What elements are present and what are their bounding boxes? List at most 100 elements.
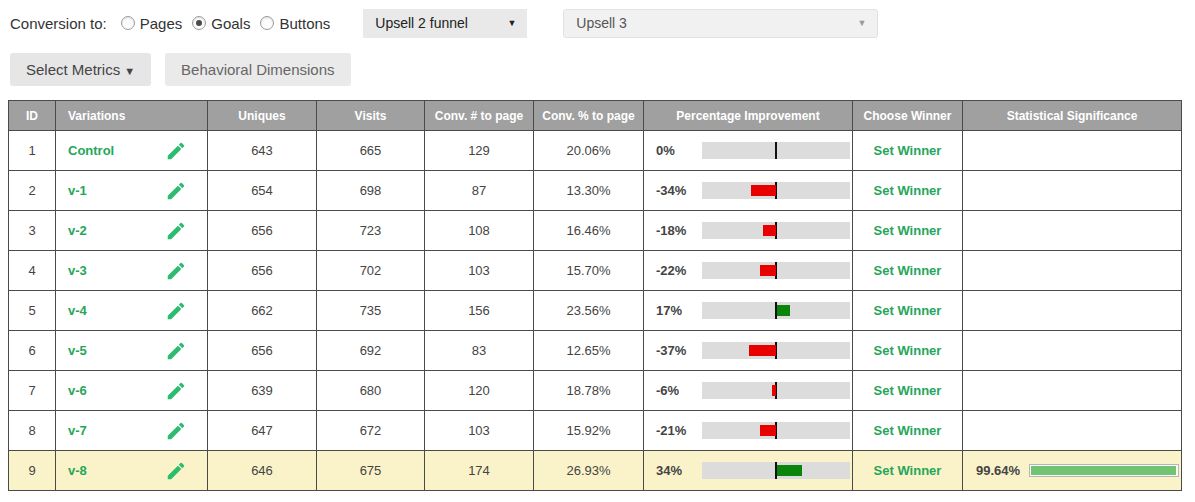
funnel-select[interactable]: Upsell 2 funnel ▼ xyxy=(363,9,527,38)
edit-pencil-icon[interactable] xyxy=(165,460,187,482)
visits-cell: 665 xyxy=(317,131,425,171)
improvement-cell: 34% xyxy=(644,451,853,491)
edit-pencil-icon[interactable] xyxy=(165,180,187,202)
radio-goals[interactable]: Goals xyxy=(192,15,250,32)
improvement-wrap: 34% xyxy=(644,462,852,479)
choose-winner-cell: Set Winner xyxy=(853,171,963,211)
chevron-down-icon: ▼ xyxy=(507,18,516,28)
set-winner-link[interactable]: Set Winner xyxy=(874,383,942,398)
set-winner-link[interactable]: Set Winner xyxy=(874,143,942,158)
improvement-percent-label: 17% xyxy=(656,303,702,318)
uniques-cell: 656 xyxy=(208,251,317,291)
table-row: 3v-265672310816.46%-18%Set Winner xyxy=(9,211,1182,251)
conv-pct-cell: 26.93% xyxy=(534,451,644,491)
variation-cell: v-7 xyxy=(56,411,208,451)
improvement-cell: -34% xyxy=(644,171,853,211)
behavioral-dimensions-button[interactable]: Behavioral Dimensions xyxy=(165,53,350,86)
variation-name-link[interactable]: v-8 xyxy=(56,463,87,478)
variation-name-link[interactable]: v-1 xyxy=(56,183,87,198)
goal-select[interactable]: Upsell 3 ▼ xyxy=(563,9,878,38)
visits-cell: 702 xyxy=(317,251,425,291)
improvement-wrap: -37% xyxy=(644,342,852,359)
improvement-bar-track xyxy=(702,182,850,199)
chevron-down-icon: ▼ xyxy=(857,18,866,28)
edit-pencil-icon[interactable] xyxy=(165,420,187,442)
conversion-to-label: Conversion to: xyxy=(10,15,107,32)
row-id-cell: 1 xyxy=(9,131,56,171)
set-winner-link[interactable]: Set Winner xyxy=(874,423,942,438)
significance-cell xyxy=(963,371,1182,411)
radio-circle-icon[interactable] xyxy=(121,16,135,30)
variation-wrap: v-7 xyxy=(56,420,207,442)
edit-pencil-icon[interactable] xyxy=(165,220,187,242)
select-metrics-button[interactable]: Select Metrics▼ xyxy=(10,53,151,86)
choose-winner-cell: Set Winner xyxy=(853,371,963,411)
radio-pages[interactable]: Pages xyxy=(121,15,183,32)
variation-name-link[interactable]: v-4 xyxy=(56,303,87,318)
set-winner-link[interactable]: Set Winner xyxy=(874,223,942,238)
improvement-percent-label: -37% xyxy=(656,343,702,358)
significance-cell xyxy=(963,171,1182,211)
edit-pencil-icon[interactable] xyxy=(165,380,187,402)
row-id-cell: 7 xyxy=(9,371,56,411)
radio-buttons[interactable]: Buttons xyxy=(260,15,330,32)
conv-num-cell: 103 xyxy=(425,251,534,291)
variation-name-link[interactable]: v-3 xyxy=(56,263,87,278)
row-id-cell: 4 xyxy=(9,251,56,291)
improvement-bar-fill xyxy=(763,225,776,236)
significance-wrap: 99.64% xyxy=(963,463,1181,478)
edit-pencil-icon[interactable] xyxy=(165,300,187,322)
variation-name-link[interactable]: v-6 xyxy=(56,383,87,398)
table-row: 4v-365670210315.70%-22%Set Winner xyxy=(9,251,1182,291)
significance-cell xyxy=(963,211,1182,251)
variation-cell: v-2 xyxy=(56,211,208,251)
radio-circle-icon[interactable] xyxy=(260,16,274,30)
set-winner-link[interactable]: Set Winner xyxy=(874,343,942,358)
variation-cell: v-5 xyxy=(56,331,208,371)
column-header-variations: Variations xyxy=(56,101,208,131)
row-id-cell: 9 xyxy=(9,451,56,491)
improvement-wrap: 0% xyxy=(644,142,852,159)
conversion-radio-group: Pages Goals Buttons xyxy=(111,15,331,32)
conv-num-cell: 83 xyxy=(425,331,534,371)
conv-pct-cell: 12.65% xyxy=(534,331,644,371)
improvement-wrap: -21% xyxy=(644,422,852,439)
edit-pencil-icon[interactable] xyxy=(165,140,187,162)
set-winner-link[interactable]: Set Winner xyxy=(874,463,942,478)
variation-wrap: v-5 xyxy=(56,340,207,362)
improvement-bar-track xyxy=(702,382,850,399)
variation-cell: v-8 xyxy=(56,451,208,491)
visits-cell: 680 xyxy=(317,371,425,411)
set-winner-link[interactable]: Set Winner xyxy=(874,303,942,318)
variation-cell: v-4 xyxy=(56,291,208,331)
radio-label: Buttons xyxy=(279,15,330,32)
choose-winner-cell: Set Winner xyxy=(853,251,963,291)
improvement-percent-label: 0% xyxy=(656,143,702,158)
goal-select-value: Upsell 3 xyxy=(576,15,627,31)
visits-cell: 675 xyxy=(317,451,425,491)
variation-name-link[interactable]: Control xyxy=(56,143,114,158)
edit-pencil-icon[interactable] xyxy=(165,340,187,362)
radio-label: Goals xyxy=(211,15,250,32)
choose-winner-cell: Set Winner xyxy=(853,331,963,371)
improvement-bar-track xyxy=(702,262,850,279)
improvement-wrap: 17% xyxy=(644,302,852,319)
conv-pct-cell: 16.46% xyxy=(534,211,644,251)
variation-name-link[interactable]: v-2 xyxy=(56,223,87,238)
uniques-cell: 643 xyxy=(208,131,317,171)
significance-bar-fill xyxy=(1031,466,1176,475)
column-header-conv-to-page: Conv. % to page xyxy=(534,101,644,131)
significance-cell xyxy=(963,331,1182,371)
edit-pencil-icon[interactable] xyxy=(165,260,187,282)
variation-name-link[interactable]: v-5 xyxy=(56,343,87,358)
significance-cell xyxy=(963,291,1182,331)
set-winner-link[interactable]: Set Winner xyxy=(874,183,942,198)
radio-circle-icon[interactable] xyxy=(192,16,206,30)
set-winner-link[interactable]: Set Winner xyxy=(874,263,942,278)
variation-name-link[interactable]: v-7 xyxy=(56,423,87,438)
conv-pct-cell: 15.92% xyxy=(534,411,644,451)
improvement-percent-label: 34% xyxy=(656,463,702,478)
uniques-cell: 639 xyxy=(208,371,317,411)
visits-cell: 698 xyxy=(317,171,425,211)
improvement-bar-fill xyxy=(760,425,776,436)
